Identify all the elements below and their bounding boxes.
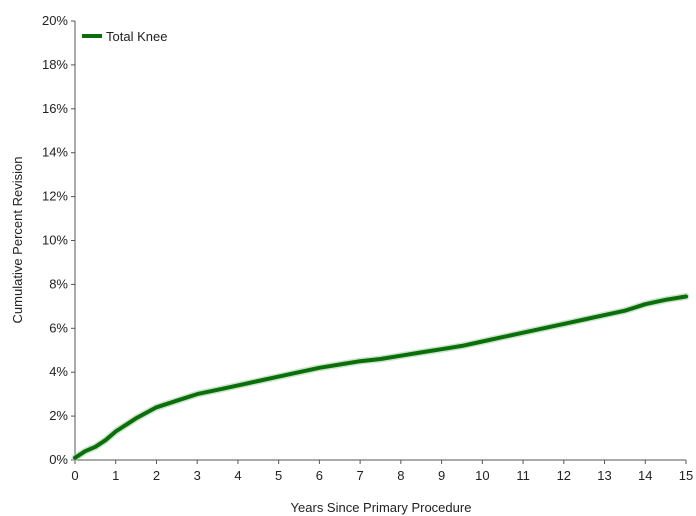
y-tick-label: 4% — [49, 364, 68, 379]
x-tick-label: 9 — [438, 468, 445, 483]
x-tick-label: 15 — [679, 468, 693, 483]
legend: Total Knee — [82, 29, 167, 44]
y-tick-label: 2% — [49, 408, 68, 423]
legend-label: Total Knee — [106, 29, 167, 44]
y-axis-title: Cumulative Percent Revision — [10, 157, 25, 324]
x-tick-label: 7 — [357, 468, 364, 483]
x-tick-label: 2 — [153, 468, 160, 483]
y-tick-label: 10% — [42, 233, 68, 248]
x-tick-label: 1 — [112, 468, 119, 483]
y-tick-label: 16% — [42, 101, 68, 116]
y-tick-label: 14% — [42, 145, 68, 160]
y-tick-label: 12% — [42, 189, 68, 204]
x-tick-label: 3 — [194, 468, 201, 483]
x-axis-title: Years Since Primary Procedure — [291, 500, 472, 515]
y-tick-label: 6% — [49, 320, 68, 335]
x-tick-label: 10 — [475, 468, 489, 483]
x-tick-label: 5 — [275, 468, 282, 483]
y-tick-label: 0% — [49, 452, 68, 467]
x-tick-label: 8 — [397, 468, 404, 483]
x-tick-label: 6 — [316, 468, 323, 483]
y-tick-label: 20% — [42, 13, 68, 28]
x-tick-label: 11 — [516, 468, 530, 483]
x-tick-label: 4 — [234, 468, 241, 483]
x-tick-label: 12 — [557, 468, 571, 483]
series-band — [71, 293, 690, 462]
y-tick-label: 8% — [49, 276, 68, 291]
x-tick-label: 13 — [597, 468, 611, 483]
series-layer — [71, 293, 690, 462]
x-tick-label: 0 — [71, 468, 78, 483]
axes: 0%2%4%6%8%10%12%14%16%18%20%0 1 2 3 4 5 6 7 8 9 10… — [42, 13, 693, 483]
y-tick-label: 18% — [42, 57, 68, 72]
series-line-total-knee — [73, 294, 688, 460]
x-tick-label: 14 — [638, 468, 652, 483]
